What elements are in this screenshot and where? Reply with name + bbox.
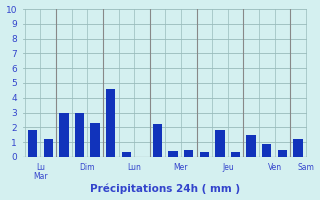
Bar (168, 151, 178, 157)
Bar (293, 139, 303, 157)
Bar (215, 130, 225, 157)
X-axis label: Précipitations 24h ( mm ): Précipitations 24h ( mm ) (90, 184, 240, 194)
Bar (200, 152, 209, 157)
Bar (153, 124, 162, 157)
Bar (122, 152, 131, 157)
Bar (231, 152, 240, 157)
Bar (246, 135, 256, 157)
Bar (184, 150, 193, 157)
Bar (59, 113, 68, 157)
Bar (28, 130, 37, 157)
Bar (91, 123, 100, 157)
Bar (262, 144, 271, 157)
Bar (44, 139, 53, 157)
Bar (75, 113, 84, 157)
Bar (106, 89, 116, 157)
Bar (278, 150, 287, 157)
